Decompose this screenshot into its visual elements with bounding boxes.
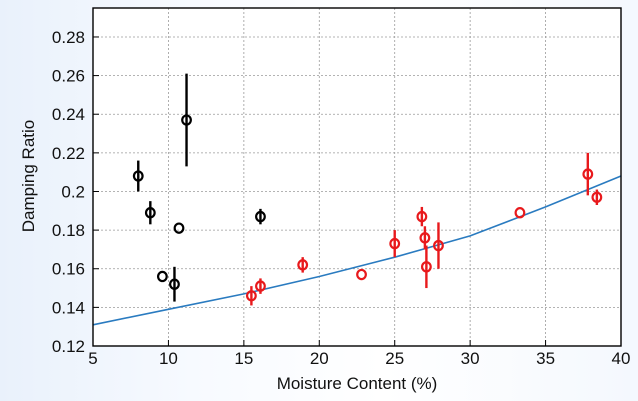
data-point	[416, 210, 428, 223]
data-point	[356, 268, 367, 281]
data-point	[591, 191, 603, 203]
x-tick-label: 30	[461, 349, 480, 368]
y-tick-label: 0.26	[52, 67, 85, 86]
x-tick-label: 10	[159, 349, 178, 368]
data-point	[255, 280, 266, 292]
y-tick-label: 0.24	[52, 105, 85, 124]
y-tick-label: 0.22	[52, 144, 85, 163]
trendline	[92, 175, 622, 326]
x-tick-label: 40	[612, 349, 631, 368]
x-tick-label: 20	[310, 349, 329, 368]
y-tick-label: 0.18	[52, 221, 85, 240]
data-point	[433, 239, 444, 252]
data-point	[169, 278, 180, 290]
y-tick-label: 0.14	[52, 298, 85, 317]
data-point	[245, 290, 257, 302]
y-tick-label: 0.2	[61, 182, 85, 201]
data-point	[389, 237, 401, 250]
data-point	[419, 232, 431, 244]
x-tick-label: 35	[536, 349, 555, 368]
x-tick-label: 25	[385, 349, 404, 368]
data-point	[144, 207, 156, 219]
plot-area	[93, 8, 621, 346]
data-point	[420, 261, 432, 273]
x-axis-label: Moisture Content (%)	[277, 374, 438, 393]
data-point	[173, 222, 185, 234]
x-tick-label: 15	[234, 349, 253, 368]
data-point	[181, 114, 192, 126]
data-point	[255, 210, 266, 223]
data-point	[514, 207, 526, 219]
y-axis-label: Damping Ratio	[19, 120, 38, 232]
data-point	[582, 168, 594, 180]
plot-frame	[92, 7, 622, 347]
y-tick-label: 0.16	[52, 260, 85, 279]
y-tick-label: 0.12	[52, 337, 85, 356]
y-tick-label: 0.28	[52, 28, 85, 47]
x-tick-label: 5	[88, 349, 97, 368]
data-point	[132, 170, 144, 182]
data-point	[297, 259, 309, 271]
data-point	[156, 270, 168, 283]
